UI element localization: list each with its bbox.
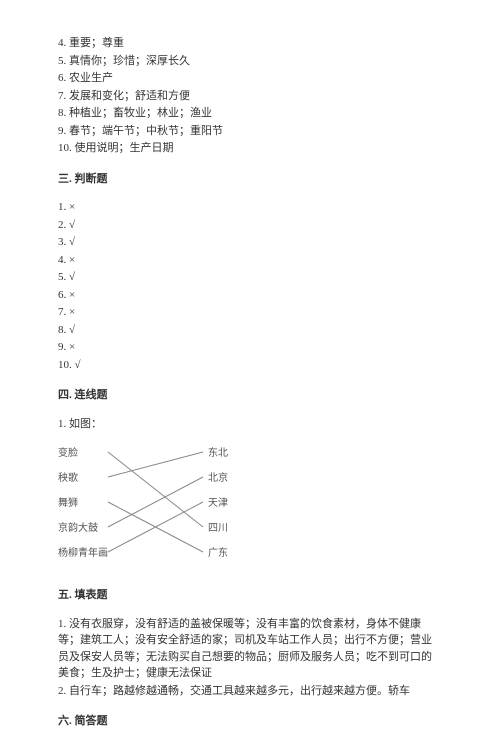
top-list-item: 10. 使用说明；生产日期 (58, 140, 442, 157)
judgment-item: 10. √ (58, 357, 442, 374)
match-right-item: 北京 (208, 471, 228, 486)
fill-item: 2. 自行车；路越修越通畅，交通工具越来越多元，出行越来越方便。轿车 (58, 683, 442, 700)
fill-item: 1. 没有衣服穿，没有舒适的盖被保暖等；没有丰富的饮食素材，身体不健康等；建筑工… (58, 616, 442, 682)
match-left-item: 京韵大鼓 (58, 521, 98, 536)
top-list-item: 6. 农业生产 (58, 70, 442, 87)
match-right-item: 广东 (208, 546, 228, 561)
judgment-item: 4. × (58, 252, 442, 269)
judgment-item: 6. × (58, 287, 442, 304)
match-left-item: 变脸 (58, 446, 78, 461)
top-list-item: 5. 真情你；珍惜；深厚长久 (58, 53, 442, 70)
section6-title: 六. 简答题 (58, 713, 442, 730)
top-list: 4. 重要；尊重5. 真情你；珍惜；深厚长久6. 农业生产7. 发展和变化；舒适… (58, 35, 442, 157)
match-left-item: 秧歌 (58, 471, 78, 486)
top-list-item: 9. 春节；端午节；中秋节；重阳节 (58, 123, 442, 140)
top-list-item: 7. 发展和变化；舒适和方便 (58, 88, 442, 105)
fill-list: 1. 没有衣服穿，没有舒适的盖被保暖等；没有丰富的饮食素材，身体不健康等；建筑工… (58, 616, 442, 700)
judgment-item: 7. × (58, 304, 442, 321)
match-left-item: 杨柳青年画 (58, 546, 108, 561)
judgment-item: 3. √ (58, 234, 442, 251)
matching-diagram: 变脸秧歌舞狮京韵大鼓杨柳青年画 东北北京天津四川广东 (58, 444, 258, 569)
matching-label: 1. 如图： (58, 416, 442, 433)
section5-title: 五. 填表题 (58, 587, 442, 604)
judgment-item: 5. √ (58, 269, 442, 286)
match-right-item: 东北 (208, 446, 228, 461)
judgment-item: 8. √ (58, 322, 442, 339)
top-list-item: 4. 重要；尊重 (58, 35, 442, 52)
section3-title: 三. 判断题 (58, 171, 442, 188)
judgment-list: 1. ×2. √3. √4. ×5. √6. ×7. ×8. √9. ×10. … (58, 199, 442, 373)
judgment-item: 9. × (58, 339, 442, 356)
match-right-item: 天津 (208, 496, 228, 511)
top-list-item: 8. 种植业；畜牧业；林业；渔业 (58, 105, 442, 122)
match-right-item: 四川 (208, 521, 228, 536)
judgment-item: 2. √ (58, 217, 442, 234)
judgment-item: 1. × (58, 199, 442, 216)
section4-title: 四. 连线题 (58, 387, 442, 404)
match-left-item: 舞狮 (58, 496, 78, 511)
